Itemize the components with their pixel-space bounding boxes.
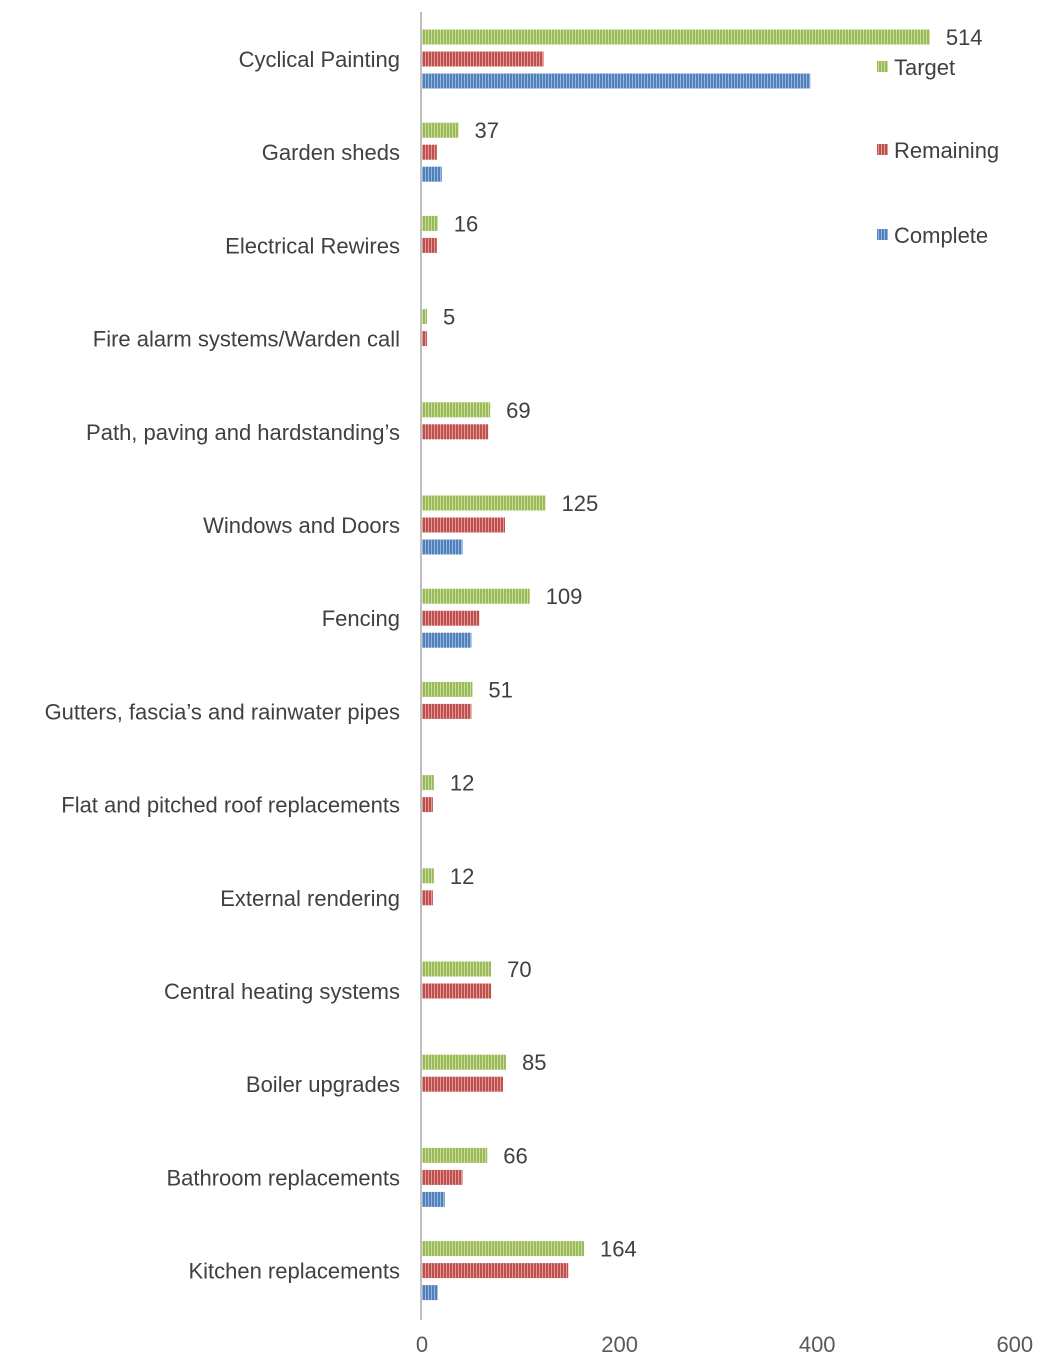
bar-remaining-cyclical-painting (422, 51, 544, 67)
bar-complete-cyclical-painting (422, 73, 811, 89)
category-label-fencing: Fencing (322, 606, 400, 631)
bar-target-flat-and-pitched-roof-replacements (422, 775, 434, 791)
data-label-target-gutters-fascia-s-and-rainwater-pipes: 51 (488, 677, 512, 702)
legend-swatch-target (877, 61, 888, 72)
data-label-target-kitchen-replacements: 164 (600, 1237, 637, 1262)
bar-remaining-windows-and-doors (422, 517, 505, 533)
category-label-electrical-rewires: Electrical Rewires (225, 233, 400, 258)
data-label-target-boiler-upgrades: 85 (522, 1050, 546, 1075)
category-label-kitchen-replacements: Kitchen replacements (188, 1259, 400, 1284)
bar-remaining-fire-alarm-systems-warden-call (422, 331, 427, 347)
legend-label-target: Target (894, 55, 955, 80)
category-label-external-rendering: External rendering (220, 886, 400, 911)
bar-complete-fencing (422, 632, 472, 648)
bar-remaining-central-heating-systems (422, 983, 492, 999)
x-tick-label-400: 400 (799, 1332, 836, 1357)
data-label-target-cyclical-painting: 514 (946, 25, 983, 50)
bar-complete-bathroom-replacements (422, 1191, 445, 1207)
legend-label-complete: Complete (894, 223, 988, 248)
category-labels: Cyclical Painting Garden sheds Electrical … (45, 47, 400, 1284)
data-label-target-garden-sheds: 37 (475, 118, 499, 143)
data-labels: 514 37 16 5 69 125 109 51 12 12 70 85 66 164 (443, 25, 983, 1262)
legend-swatch-remaining (877, 144, 888, 155)
bar-target-windows-and-doors (422, 495, 546, 511)
bars-layer (422, 29, 930, 1301)
bar-target-gutters-fascia-s-and-rainwater-pipes (422, 681, 473, 697)
data-label-target-central-heating-systems: 70 (507, 957, 531, 982)
bar-remaining-kitchen-replacements (422, 1263, 569, 1279)
data-label-target-fire-alarm-systems-warden-call: 5 (443, 305, 455, 330)
x-tick-label-200: 200 (601, 1332, 638, 1357)
bar-remaining-electrical-rewires (422, 237, 437, 253)
bar-target-fire-alarm-systems-warden-call (422, 309, 427, 325)
bar-target-fencing (422, 588, 530, 604)
data-label-target-external-rendering: 12 (450, 864, 474, 889)
bar-target-external-rendering (422, 868, 434, 884)
category-label-bathroom-replacements: Bathroom replacements (166, 1165, 400, 1190)
bar-target-bathroom-replacements (422, 1147, 488, 1163)
data-label-target-windows-and-doors: 125 (562, 491, 599, 516)
category-label-gutters-fascia-s-and-rainwater-pipes: Gutters, fascia’s and rainwater pipes (45, 699, 400, 724)
category-label-boiler-upgrades: Boiler upgrades (246, 1072, 400, 1097)
x-axis-ticks: 0 200 400 600 (416, 1332, 1033, 1357)
bar-remaining-gutters-fascia-s-and-rainwater-pipes (422, 703, 472, 719)
bar-remaining-bathroom-replacements (422, 1169, 463, 1185)
x-tick-label-0: 0 (416, 1332, 428, 1357)
bar-remaining-flat-and-pitched-roof-replacements (422, 797, 433, 813)
bar-remaining-boiler-upgrades (422, 1076, 504, 1092)
data-label-target-bathroom-replacements: 66 (503, 1143, 527, 1168)
category-label-flat-and-pitched-roof-replacements: Flat and pitched roof replacements (61, 793, 400, 818)
bar-target-garden-sheds (422, 122, 459, 138)
bar-target-electrical-rewires (422, 215, 438, 231)
data-label-target-path-paving-and-hardstanding-s: 69 (506, 398, 530, 423)
category-label-garden-sheds: Garden sheds (262, 140, 400, 165)
category-label-cyclical-painting: Cyclical Painting (239, 47, 400, 72)
legend-label-remaining: Remaining (894, 138, 999, 163)
bar-target-path-paving-and-hardstanding-s (422, 402, 491, 418)
bar-remaining-fencing (422, 610, 480, 626)
x-tick-label-600: 600 (996, 1332, 1033, 1357)
data-label-target-flat-and-pitched-roof-replacements: 12 (450, 771, 474, 796)
bar-complete-kitchen-replacements (422, 1285, 438, 1301)
data-label-target-fencing: 109 (546, 584, 583, 609)
legend: Target Remaining Complete (877, 55, 999, 248)
bar-complete-garden-sheds (422, 166, 442, 182)
bar-complete-windows-and-doors (422, 539, 463, 555)
data-label-target-electrical-rewires: 16 (454, 211, 478, 236)
legend-swatch-complete (877, 229, 888, 240)
bar-remaining-path-paving-and-hardstanding-s (422, 424, 489, 440)
bar-target-kitchen-replacements (422, 1241, 585, 1257)
bar-target-central-heating-systems (422, 961, 492, 977)
category-label-fire-alarm-systems-warden-call: Fire alarm systems/Warden call (93, 327, 400, 352)
bar-target-boiler-upgrades (422, 1054, 506, 1070)
category-label-path-paving-and-hardstanding-s: Path, paving and hardstanding’s (86, 420, 400, 445)
bar-remaining-garden-sheds (422, 144, 437, 160)
category-label-central-heating-systems: Central heating systems (164, 979, 400, 1004)
bar-remaining-external-rendering (422, 890, 433, 906)
bar-target-cyclical-painting (422, 29, 930, 45)
category-label-windows-and-doors: Windows and Doors (203, 513, 400, 538)
